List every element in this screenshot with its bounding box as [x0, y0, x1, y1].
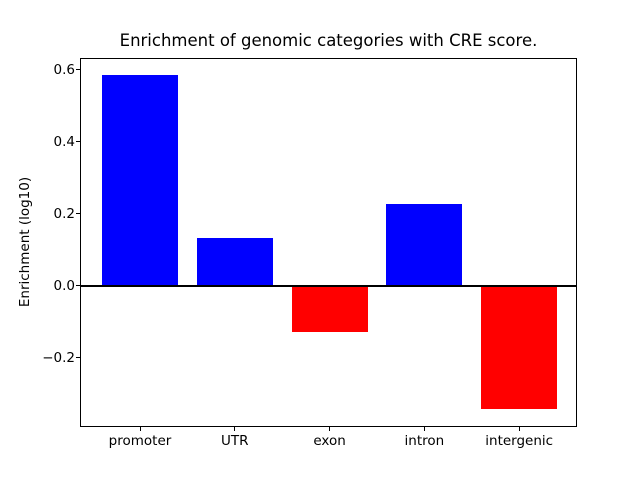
y-tick-label: −0.2: [42, 349, 75, 366]
y-tick-label: 0.0: [53, 277, 75, 294]
y-tick-label: 0.2: [53, 205, 75, 222]
zero-baseline: [80, 284, 577, 287]
x-tick-mark: [139, 427, 141, 431]
y-tick-label: 0.4: [53, 133, 75, 150]
bar-exon: [291, 285, 368, 332]
x-tick-label-exon: exon: [313, 433, 346, 449]
x-tick-label-promoter: promoter: [108, 433, 172, 449]
y-tick-mark: [76, 213, 80, 215]
y-tick-mark: [76, 357, 80, 359]
x-tick-mark: [423, 427, 425, 431]
y-tick-mark: [76, 141, 80, 143]
x-tick-mark: [518, 427, 520, 431]
chart-title: Enrichment of genomic categories with CR…: [119, 31, 538, 50]
y-tick-mark: [76, 285, 80, 287]
y-tick-label: 0.6: [53, 61, 75, 78]
bar-UTR: [196, 237, 273, 286]
bar-intergenic: [481, 285, 558, 410]
x-tick-mark: [234, 427, 236, 431]
bar-intron: [386, 203, 463, 286]
x-tick-mark: [329, 427, 331, 431]
plot-area: [80, 58, 577, 427]
x-tick-label-intron: intron: [404, 433, 445, 449]
x-tick-label-UTR: UTR: [221, 433, 249, 449]
y-tick-mark: [76, 69, 80, 71]
x-tick-label-intergenic: intergenic: [485, 433, 554, 449]
bar-promoter: [102, 75, 178, 286]
